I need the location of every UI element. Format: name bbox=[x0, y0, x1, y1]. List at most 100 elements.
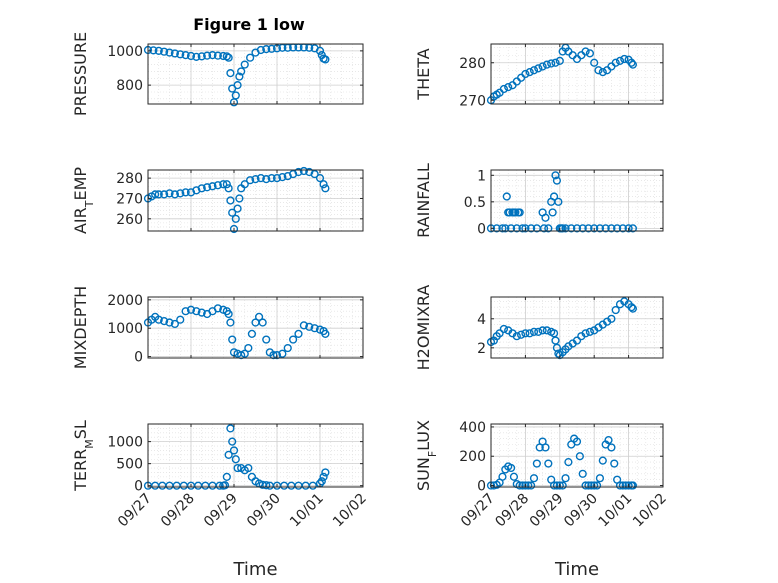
data-point bbox=[564, 457, 573, 467]
data-point bbox=[506, 224, 516, 233]
data-point bbox=[554, 197, 563, 206]
data-point bbox=[165, 318, 174, 327]
data-point bbox=[262, 175, 271, 184]
x-tick-label: 09/27 bbox=[458, 491, 498, 531]
data-point bbox=[628, 60, 638, 69]
data-point bbox=[499, 324, 509, 334]
data-point bbox=[203, 183, 212, 192]
data-point bbox=[176, 315, 185, 324]
data-point bbox=[319, 472, 328, 481]
data-point bbox=[151, 190, 160, 199]
data-point bbox=[244, 463, 253, 473]
data-point bbox=[601, 224, 610, 233]
data-point bbox=[551, 336, 560, 345]
subplot-air-temp: 260 270 280 AIRTEMP bbox=[71, 167, 364, 234]
data-point bbox=[222, 180, 231, 189]
data-point bbox=[624, 481, 633, 490]
data-point bbox=[244, 343, 253, 353]
data-point bbox=[315, 46, 325, 55]
data-point bbox=[197, 184, 206, 193]
data-point bbox=[186, 51, 196, 61]
x-tick-label: 09/29 bbox=[527, 491, 567, 531]
data-point bbox=[240, 180, 249, 189]
data-point bbox=[208, 51, 217, 60]
x-tick-label: 09/27 bbox=[115, 491, 155, 531]
x-tick-label: 09/29 bbox=[201, 491, 241, 531]
y-axis-label: RAINFALL bbox=[414, 163, 433, 238]
axes-frame bbox=[147, 43, 364, 105]
data-point bbox=[567, 224, 576, 233]
data-point bbox=[539, 224, 549, 233]
data-point bbox=[317, 477, 326, 486]
data-point bbox=[228, 437, 237, 446]
y-axis-label: AIRTEMP bbox=[71, 167, 96, 234]
y-tick-label: 4 bbox=[477, 312, 486, 328]
data-point bbox=[607, 224, 616, 233]
subplot-h2omixra: 2 4 H2OMIXRA bbox=[414, 285, 664, 370]
data-point bbox=[554, 349, 563, 358]
data-point bbox=[321, 55, 330, 64]
data-point bbox=[154, 190, 163, 199]
data-point bbox=[581, 481, 590, 490]
data-point bbox=[181, 188, 190, 197]
y-tick-label: 0.5 bbox=[464, 195, 486, 211]
data-point bbox=[607, 443, 616, 452]
data-point bbox=[552, 481, 562, 490]
data-point bbox=[192, 307, 201, 316]
data-point bbox=[262, 45, 271, 54]
data-point bbox=[509, 472, 519, 481]
y-axis-label: MIXDEPTH bbox=[71, 286, 90, 369]
data-point bbox=[594, 66, 603, 75]
data-point bbox=[272, 174, 282, 183]
data-point bbox=[581, 47, 590, 56]
data-point bbox=[278, 349, 287, 358]
data-point bbox=[213, 51, 222, 60]
data-point bbox=[504, 83, 513, 92]
data-point bbox=[529, 66, 539, 75]
y-tick-label: 0 bbox=[134, 350, 143, 366]
data-point bbox=[501, 224, 510, 233]
data-point bbox=[590, 481, 599, 490]
y-axis-label: PRESSURE bbox=[71, 32, 90, 116]
data-point bbox=[527, 224, 536, 233]
data-point bbox=[170, 319, 179, 329]
data-point bbox=[529, 327, 539, 336]
y-tick-label: 280 bbox=[116, 171, 143, 187]
data-point bbox=[165, 189, 174, 198]
data-point bbox=[226, 318, 235, 327]
y-axis-label: SUNFLUX bbox=[414, 420, 439, 491]
data-point bbox=[160, 190, 169, 199]
data-point bbox=[499, 84, 509, 94]
data-point bbox=[542, 60, 552, 69]
data-point bbox=[220, 481, 230, 490]
data-point bbox=[627, 303, 636, 312]
data-point bbox=[595, 224, 605, 233]
y-tick-label: 270 bbox=[459, 93, 486, 109]
data-point bbox=[613, 224, 622, 233]
y-tick-label: 0 bbox=[477, 479, 486, 495]
data-point bbox=[229, 446, 239, 455]
data-point bbox=[235, 194, 244, 203]
data-point bbox=[208, 182, 217, 191]
data-point bbox=[572, 437, 582, 446]
data-point bbox=[181, 307, 190, 316]
data-point bbox=[213, 181, 222, 190]
data-point bbox=[572, 224, 582, 233]
data-point bbox=[607, 314, 616, 323]
data-point bbox=[226, 69, 235, 78]
data-point bbox=[561, 474, 570, 483]
data-point bbox=[587, 481, 596, 490]
y-tick-label: 2 bbox=[477, 341, 486, 357]
data-point bbox=[262, 481, 271, 490]
axes-frame bbox=[490, 169, 664, 232]
data-point bbox=[592, 481, 602, 490]
data-point bbox=[308, 481, 317, 490]
data-point bbox=[267, 44, 276, 53]
data-point bbox=[521, 329, 530, 338]
y-axis-label: TERRMSL bbox=[71, 420, 96, 492]
data-point bbox=[321, 184, 330, 193]
data-point bbox=[495, 329, 504, 338]
subplot-terr-msl: 0 500 1000 09/27 09/28 09/29 09/30 10/01 10/02 TE… bbox=[71, 420, 370, 580]
y-tick-label: 1000 bbox=[107, 435, 143, 451]
